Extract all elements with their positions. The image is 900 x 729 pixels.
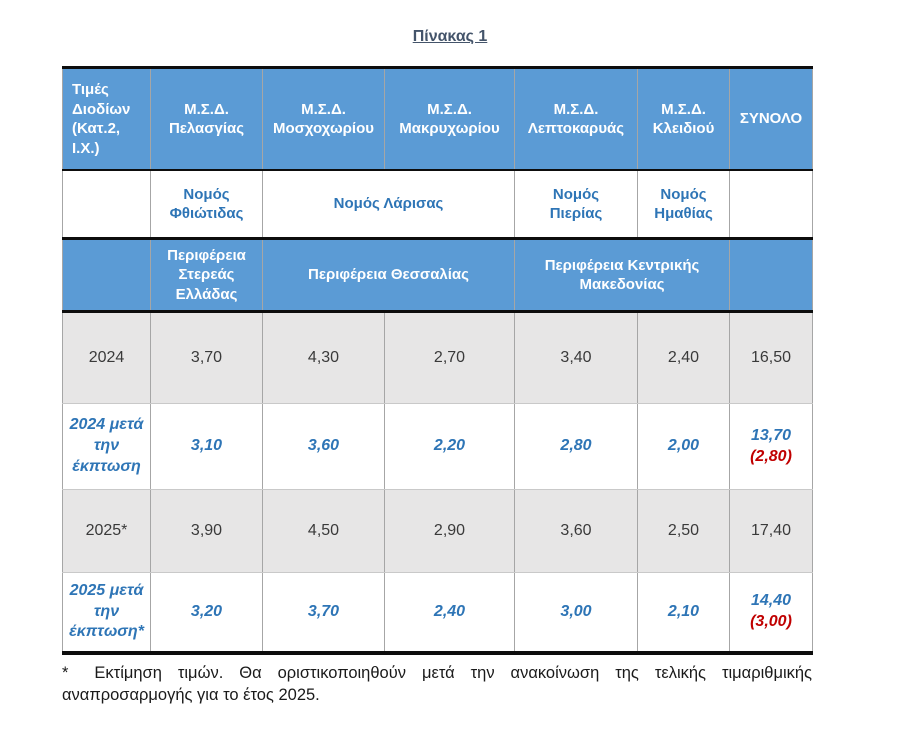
prefecture-fthiotida: Νομός Φθιώτιδας [150,170,263,240]
value-cell: 2,40 [637,311,730,404]
region-row: Περιφέρεια Στερεάς Ελλάδας Περιφέρεια Θε… [62,238,813,313]
footnote-marker: * [62,664,69,682]
region-makedonia: Περιφέρεια Κεντρικής Μακεδονίας [514,238,730,313]
total-note-value: (2,80) [750,447,792,465]
value-cell: 2,00 [637,403,730,490]
table-row-2025-discount: 2025 μετά την έκπτωση* 3,20 3,70 2,40 3,… [62,572,813,653]
station-header-leptokarya: Μ.Σ.Δ. Λεπτοκαρυάς [514,67,638,171]
footnote-text: Εκτίμηση τιμών. Θα οριστικοποιηθούν μετά… [62,664,812,705]
footnote: * Εκτίμηση τιμών. Θα οριστικοποιηθούν μετ… [62,662,812,707]
value-cell: 3,90 [150,489,263,573]
table-row-2024: 2024 3,70 4,30 2,70 3,40 2,40 16,50 [62,311,813,404]
row-label: 2024 μετά την έκπτωση [62,403,151,490]
value-cell: 4,30 [262,311,385,404]
station-header-makrychori: Μ.Σ.Δ. Μακρυχωρίου [384,67,515,171]
value-cell: 3,60 [514,489,638,573]
value-cell: 2,10 [637,572,730,653]
value-cell: 3,00 [514,572,638,653]
total-header-cell: ΣΥΝΟΛΟ [729,67,813,171]
corner-header-cell: Τιμές Διοδίων (Κατ.2, Ι.Χ.) [62,67,151,171]
prefecture-row: Νομός Φθιώτιδας Νομός Λάρισας Νομός Πιερ… [62,170,813,240]
row-label: 2025 μετά την έκπτωση* [62,572,151,653]
value-cell: 2,70 [384,311,515,404]
table-title-text: Πίνακας 1 [412,28,488,45]
station-header-kleidi: Μ.Σ.Δ. Κλειδιού [637,67,730,171]
total-cell: 17,40 [729,489,813,573]
total-value: 14,40 [750,592,792,610]
value-cell: 3,70 [262,572,385,653]
table-title: Πίνακας 1 [0,0,900,46]
region-sterea: Περιφέρεια Στερεάς Ελλάδας [150,238,263,313]
prefecture-total-empty-cell [729,170,813,240]
total-cell: 13,70 (2,80) [729,403,813,490]
value-cell: 3,70 [150,311,263,404]
region-empty-cell [62,238,151,313]
row-label: 2024 [62,311,151,404]
prefecture-larisa: Νομός Λάρισας [262,170,515,240]
region-total-empty-cell [729,238,813,313]
prefecture-empty-cell [62,170,151,240]
total-cell: 14,40 (3,00) [729,572,813,653]
value-cell: 2,50 [637,489,730,573]
value-cell: 3,40 [514,311,638,404]
station-header-row: Τιμές Διοδίων (Κατ.2, Ι.Χ.) Μ.Σ.Δ. Πελασ… [62,67,813,171]
total-value: 13,70 [750,426,792,444]
value-cell: 2,90 [384,489,515,573]
value-cell: 3,20 [150,572,263,653]
prefecture-pieria: Νομός Πιερίας [514,170,638,240]
value-cell: 2,40 [384,572,515,653]
value-cell: 3,10 [150,403,263,490]
value-cell: 2,20 [384,403,515,490]
value-cell: 4,50 [262,489,385,573]
row-label: 2025* [62,489,151,573]
toll-prices-table: Τιμές Διοδίων (Κατ.2, Ι.Χ.) Μ.Σ.Δ. Πελασ… [62,66,813,655]
total-note-value: (3,00) [750,613,792,630]
prefecture-imathia: Νομός Ημαθίας [637,170,730,240]
value-cell: 2,80 [514,403,638,490]
value-cell: 3,60 [262,403,385,490]
table-row-2025: 2025* 3,90 4,50 2,90 3,60 2,50 17,40 [62,489,813,573]
station-header-moschochori: Μ.Σ.Δ. Μοσχοχωρίου [262,67,385,171]
total-cell: 16,50 [729,311,813,404]
table-row-2024-discount: 2024 μετά την έκπτωση 3,10 3,60 2,20 2,8… [62,403,813,490]
station-header-pelasgia: Μ.Σ.Δ. Πελασγίας [150,67,263,171]
region-thessalia: Περιφέρεια Θεσσαλίας [262,238,515,313]
